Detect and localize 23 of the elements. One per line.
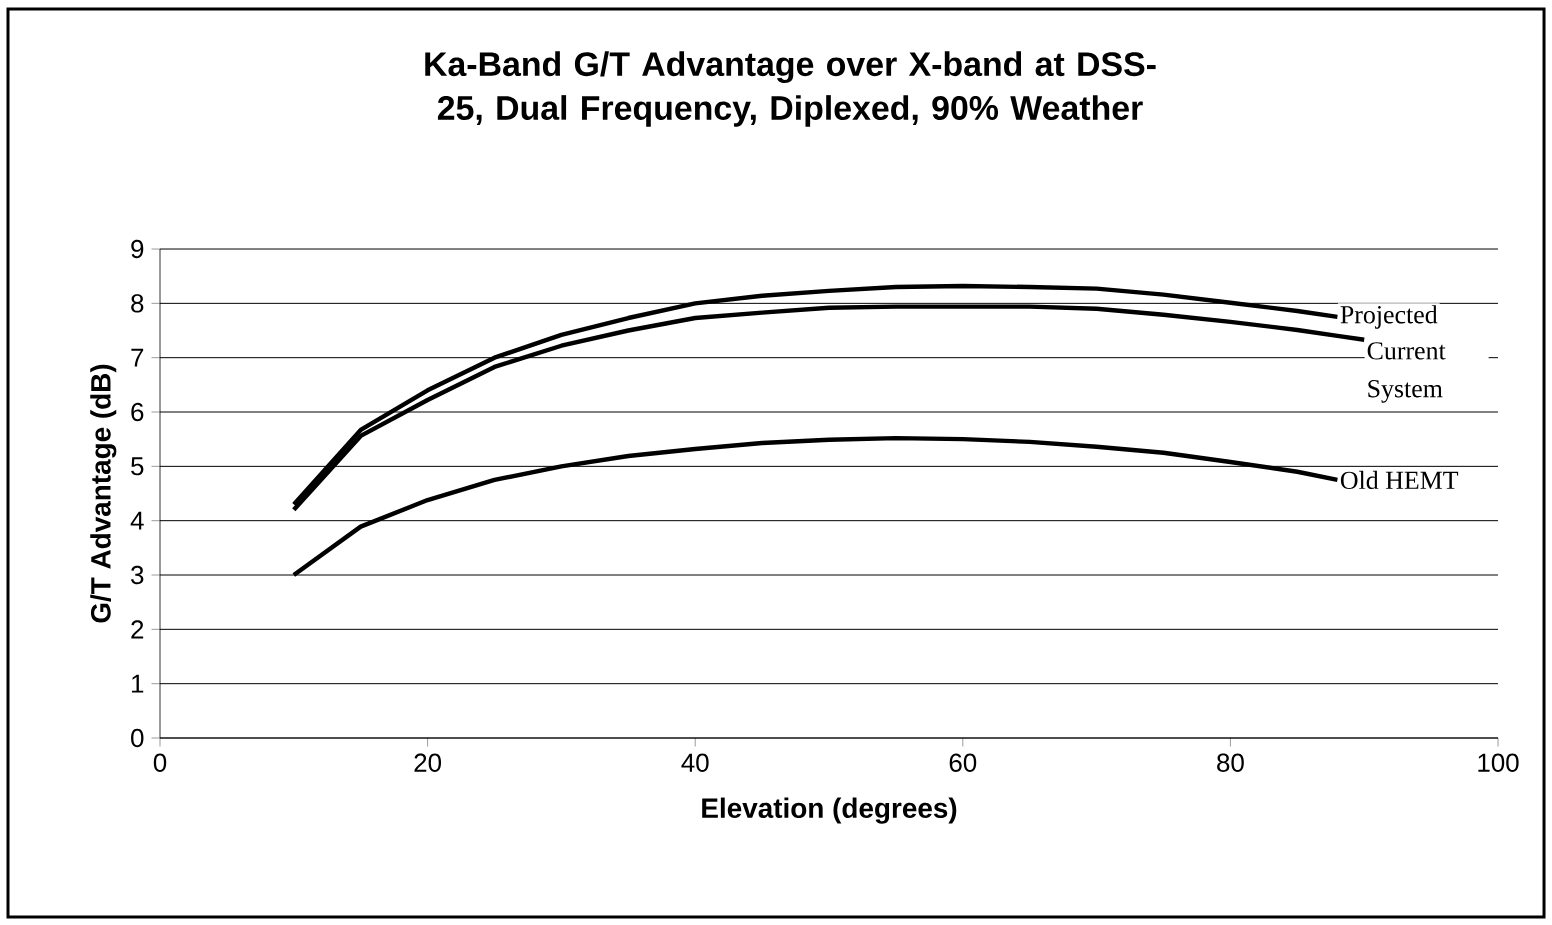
x-tick-label: 0 [153, 753, 167, 772]
y-tick-label: 1 [132, 674, 144, 693]
x-tick-label: 40 [681, 753, 709, 772]
y-tick-label: 7 [131, 348, 144, 367]
x-tick-label: 60 [949, 753, 977, 772]
y-tick-label: 6 [131, 402, 144, 422]
y-tick-label: 3 [131, 565, 144, 585]
y-tick-label: 4 [130, 511, 144, 530]
x-tick-label: 20 [414, 753, 442, 772]
y-tick-label: 2 [131, 620, 144, 639]
x-axis-title: Elevation (degrees) [702, 797, 957, 824]
y-tick-label: 0 [131, 728, 144, 748]
x-tick-label: 100 [1478, 753, 1519, 772]
series-label: Current System [1367, 342, 1446, 403]
line-series [291, 435, 1340, 578]
y-axis-title: G/T Advantage (dB) [90, 364, 117, 623]
series-label: Old HEMT [1340, 470, 1459, 490]
y-tick-label: 5 [131, 457, 144, 476]
chart-title: Ka-Band G/T Advantage over X-band at DSS-25, Dual Frequency, Diplexed, 90% Weather [425, 51, 1156, 127]
x-tick-label: 80 [1217, 753, 1244, 772]
series-label: Projected [1340, 305, 1438, 329]
y-tick-label: 9 [131, 239, 144, 259]
y-tick-label: 8 [131, 294, 144, 313]
